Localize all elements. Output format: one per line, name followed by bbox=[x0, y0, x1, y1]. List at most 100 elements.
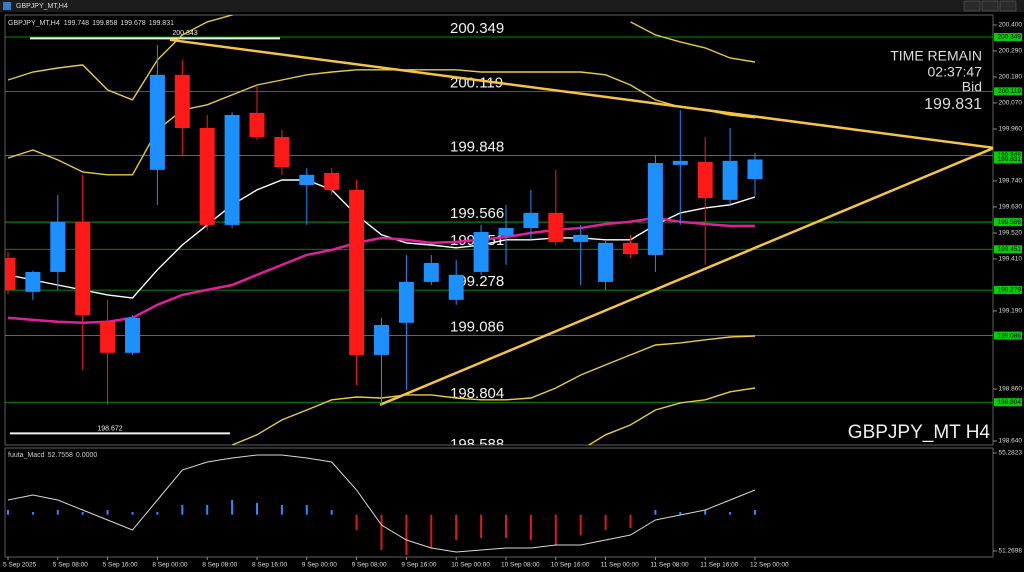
macd-signal bbox=[7, 454, 756, 553]
price-mark-label: 198.672 bbox=[97, 425, 122, 432]
candle-body bbox=[448, 274, 464, 300]
y-tick-label: 199.520 bbox=[999, 230, 1023, 237]
window-icon bbox=[3, 2, 11, 10]
axis-tag bbox=[994, 245, 1022, 254]
candle-body bbox=[647, 162, 663, 255]
candle-body bbox=[5, 258, 16, 290]
indicator-line bbox=[7, 69, 756, 176]
axis-tag bbox=[994, 285, 1022, 294]
y-tick-label: 200.180 bbox=[999, 74, 1023, 81]
macd-bar bbox=[380, 514, 383, 550]
candle-body bbox=[523, 212, 539, 228]
macd-bar bbox=[156, 511, 159, 515]
y-tick-label: 199.190 bbox=[999, 308, 1023, 315]
axis-tag bbox=[994, 151, 1022, 160]
macd-bar bbox=[480, 514, 483, 538]
candle-body bbox=[125, 317, 140, 353]
candle-body bbox=[722, 160, 738, 200]
macd-bar bbox=[31, 511, 34, 515]
candle-body bbox=[75, 221, 91, 315]
candle-body bbox=[100, 321, 116, 353]
close-button[interactable] bbox=[999, 0, 1017, 12]
axis-tag bbox=[994, 218, 1022, 227]
y-tick-label: 198.640 bbox=[999, 438, 1023, 445]
candle-body bbox=[174, 74, 190, 128]
level-label: 199.086 bbox=[450, 319, 504, 336]
x-tick-label: 8 Sep 08:00 bbox=[202, 562, 237, 569]
x-tick-label: 11 Sep 00:00 bbox=[601, 562, 640, 569]
macd-bar bbox=[280, 505, 283, 515]
macd-plot bbox=[7, 454, 756, 555]
title-bar bbox=[0, 0, 1024, 12]
y-tick-label: 199.740 bbox=[999, 178, 1023, 185]
y-tick-label: 199.410 bbox=[999, 256, 1023, 263]
bid-label: Bid bbox=[962, 79, 982, 95]
header-low: 199.678 bbox=[120, 20, 145, 27]
macd-bar bbox=[106, 510, 109, 515]
x-tick-label: 5 Sep 2025 bbox=[3, 562, 37, 569]
axis-tag-label: 200.119 bbox=[998, 88, 1021, 95]
window-buttons[interactable] bbox=[963, 0, 1017, 12]
macd-bar bbox=[754, 510, 756, 515]
candle-body bbox=[274, 136, 290, 168]
y-tick-label: 199.630 bbox=[999, 204, 1023, 211]
indicator-line bbox=[587, 387, 756, 445]
x-tick-label: 8 Sep 16:00 bbox=[252, 562, 287, 569]
macd-bar bbox=[81, 511, 84, 515]
macd-bar bbox=[330, 510, 333, 515]
macd-bar bbox=[430, 514, 433, 548]
macd-bar bbox=[355, 514, 358, 530]
y-tick-label: 55.2823 bbox=[999, 450, 1023, 457]
candle-body bbox=[623, 242, 638, 254]
candle-body bbox=[25, 271, 41, 292]
candle-body bbox=[398, 281, 414, 323]
candle-body bbox=[50, 221, 66, 272]
macd-bar bbox=[206, 505, 209, 515]
header-close: 199.831 bbox=[149, 20, 174, 27]
candle-body bbox=[498, 227, 514, 236]
x-tick-label: 5 Sep 16:00 bbox=[103, 562, 138, 569]
axis-tag bbox=[994, 32, 1022, 41]
macd-bar bbox=[256, 503, 258, 515]
macd-bar bbox=[729, 511, 732, 515]
axis-tag bbox=[994, 398, 1022, 407]
header-open: 199.748 bbox=[64, 20, 89, 27]
axis-tag-label: 200.349 bbox=[998, 34, 1022, 41]
macd-readout: 52.7558 bbox=[48, 452, 73, 459]
minimize-button[interactable] bbox=[963, 0, 981, 12]
candle-body bbox=[573, 234, 589, 242]
macd-bar bbox=[405, 514, 408, 555]
macd-bar bbox=[231, 499, 234, 515]
axis-tag-label: 199.566 bbox=[998, 219, 1022, 226]
candle-body bbox=[697, 162, 713, 198]
candle-body bbox=[374, 324, 389, 355]
macd-bar bbox=[131, 511, 134, 515]
axis-tag bbox=[994, 331, 1022, 340]
candle-body bbox=[672, 160, 688, 165]
y-tick-label: 200.400 bbox=[999, 22, 1023, 29]
y-tick-label: 51.2698 bbox=[999, 548, 1023, 555]
axis-tag-label: 199.451 bbox=[998, 246, 1022, 253]
x-tick-label: 5 Sep 08:00 bbox=[53, 562, 88, 569]
candle-body bbox=[299, 174, 315, 185]
macd-bar bbox=[554, 514, 557, 545]
macd-bar bbox=[56, 510, 59, 515]
candle-body bbox=[473, 232, 489, 272]
macd-bar bbox=[455, 514, 458, 541]
axis-tag-label: 199.086 bbox=[998, 332, 1022, 339]
macd-bar bbox=[305, 505, 308, 515]
macd-bar bbox=[654, 510, 657, 515]
time-remain: 02:37:47 bbox=[928, 64, 983, 80]
level-label: 199.848 bbox=[450, 138, 504, 155]
macd-bar bbox=[629, 514, 632, 528]
level-label: 200.349 bbox=[450, 20, 504, 37]
candle-body bbox=[224, 114, 240, 225]
restore-button[interactable] bbox=[981, 0, 999, 12]
macd-bar bbox=[529, 514, 532, 541]
header-title: GBPJPY_MT,H4 bbox=[8, 20, 60, 27]
axis-tag bbox=[994, 87, 1022, 96]
macd-panel bbox=[4, 447, 994, 558]
bid-value: 199.831 bbox=[924, 96, 982, 113]
macd-bar bbox=[604, 514, 607, 530]
